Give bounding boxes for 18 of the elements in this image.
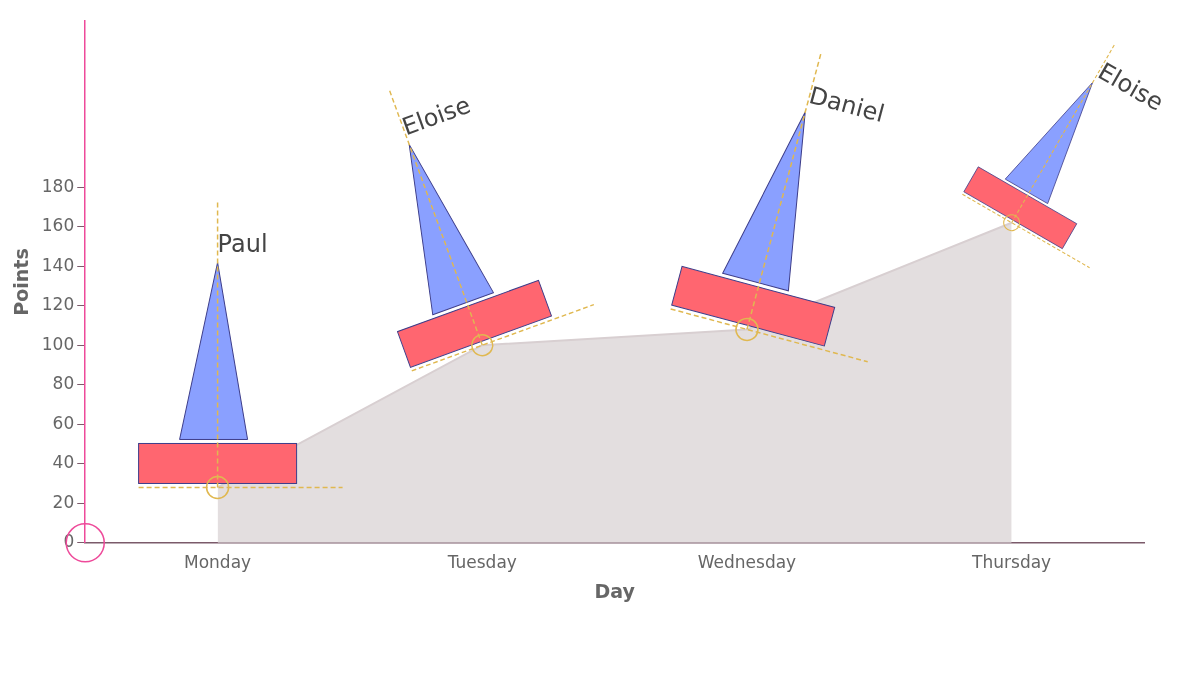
annotation: Daniel bbox=[806, 81, 888, 129]
y-tick-label: 140 bbox=[41, 254, 75, 275]
annotation: Eloise bbox=[398, 90, 475, 142]
x-tick-label: Monday bbox=[184, 552, 252, 573]
y-tick-label: 100 bbox=[41, 333, 75, 354]
x-tick-label: Tuesday bbox=[446, 552, 517, 573]
x-tick-label: Wednesday bbox=[697, 552, 797, 573]
x-tick-label: Thursday bbox=[971, 552, 1052, 573]
y-axis-title: Points bbox=[10, 248, 33, 316]
y-tick-label: 20 bbox=[52, 491, 75, 512]
y-tick-label: 60 bbox=[52, 412, 75, 433]
y-tick-label: 180 bbox=[41, 175, 75, 196]
y-tick-label: 160 bbox=[41, 215, 75, 236]
annotation: Paul bbox=[217, 230, 268, 259]
x-axis-title: Day bbox=[594, 579, 636, 602]
y-tick-label: 120 bbox=[41, 294, 75, 315]
y-tick-label: 80 bbox=[52, 373, 75, 394]
y-tick-label: 40 bbox=[52, 452, 75, 473]
